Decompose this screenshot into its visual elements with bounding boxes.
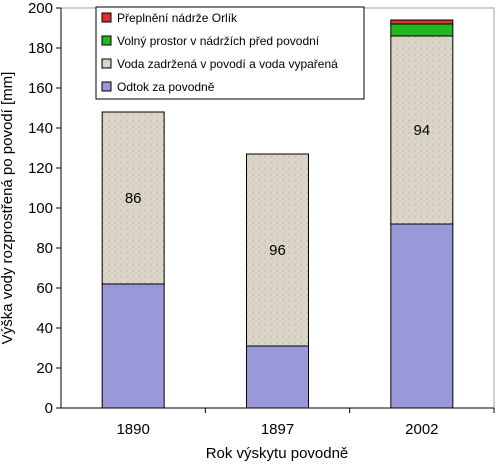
bars: 86 96 94 xyxy=(101,19,454,409)
data-label: 94 xyxy=(413,122,430,139)
bar-segment xyxy=(390,19,454,25)
y-tick-label: 80 xyxy=(36,240,53,257)
bar-segment xyxy=(246,345,309,409)
y-tick-label: 0 xyxy=(45,400,53,417)
x-tick-label: 1890 xyxy=(116,421,149,438)
legend-swatch xyxy=(101,12,112,23)
bar-segment xyxy=(101,283,165,409)
y-axis-title: Výška vody rozprostřená po povodí [mm] xyxy=(0,72,16,345)
bar-segment xyxy=(390,23,454,37)
data-label: 86 xyxy=(125,190,142,207)
y-tick-label: 200 xyxy=(28,0,53,17)
y-tick-label: 140 xyxy=(28,120,53,137)
y-tick-label: 100 xyxy=(28,200,53,217)
legend-label: Odtok za povodně xyxy=(117,80,215,94)
bar-segment xyxy=(101,111,165,285)
legend-swatch xyxy=(101,35,112,46)
legend-swatch xyxy=(101,58,112,69)
bar-segment xyxy=(390,223,454,409)
legend-label: Přeplnění nádrže Orlík xyxy=(117,11,238,25)
x-tick-label: 2002 xyxy=(405,421,438,438)
y-tick-label: 180 xyxy=(28,40,53,57)
legend-label: Volný prostor v nádržích před povodní xyxy=(117,34,320,48)
legend-swatch xyxy=(101,81,112,92)
y-tick-label: 40 xyxy=(36,320,53,337)
y-tick-label: 60 xyxy=(36,280,53,297)
data-label: 96 xyxy=(269,242,286,259)
x-axis: 1890 1897 2002 xyxy=(61,407,495,438)
legend: Přeplnění nádrže Orlík Volný prostor v ná… xyxy=(95,6,365,100)
y-tick-label: 20 xyxy=(36,360,53,377)
y-axis: 0 20 40 60 80 100 120 140 160 180 200 xyxy=(28,0,62,417)
x-tick-label: 1897 xyxy=(261,421,294,438)
y-tick-label: 160 xyxy=(28,80,53,97)
x-axis-title: Rok výskytu povodně xyxy=(206,445,349,462)
legend-box xyxy=(95,6,365,100)
bar-segment xyxy=(246,153,309,347)
legend-label: Voda zadržená v povodí a voda vypařená xyxy=(117,57,338,71)
bar-segment xyxy=(390,35,454,225)
y-tick-label: 120 xyxy=(28,160,53,177)
